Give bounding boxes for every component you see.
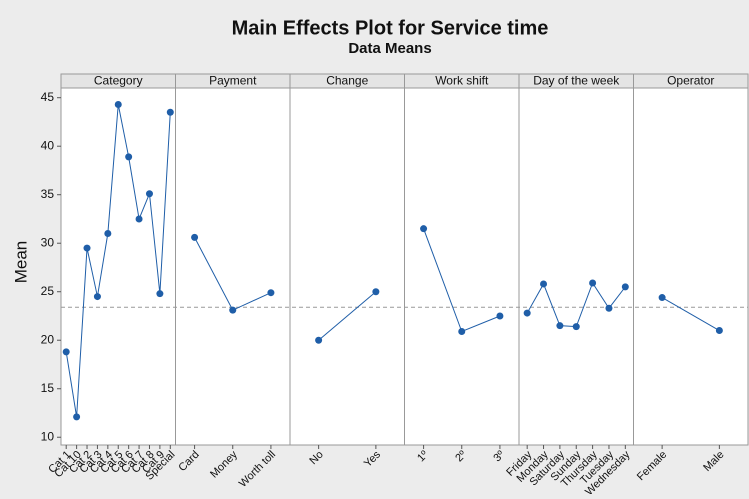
chart-subtitle: Data Means <box>348 40 431 57</box>
data-point <box>191 233 199 241</box>
data-point <box>589 279 597 287</box>
data-point <box>621 283 629 291</box>
panel-title: Payment <box>209 74 257 88</box>
data-point <box>315 336 323 344</box>
y-tick-label: 45 <box>41 90 55 104</box>
data-point <box>556 322 564 330</box>
data-point <box>496 312 504 320</box>
data-point <box>93 293 101 301</box>
x-tick-label: Money <box>208 448 240 480</box>
y-tick-label: 30 <box>41 235 55 249</box>
data-point <box>372 288 380 296</box>
data-point <box>135 215 143 223</box>
x-tick-label: No <box>307 449 325 467</box>
data-point <box>229 306 237 314</box>
data-point <box>605 304 613 312</box>
x-tick-label: Card <box>176 449 201 474</box>
effect-line <box>318 291 377 341</box>
x-tick-label: Female <box>635 449 669 483</box>
y-tick-label: 25 <box>41 284 55 298</box>
data-point <box>420 225 428 233</box>
panel-title: Category <box>94 74 143 88</box>
x-tick-label: 1º <box>415 449 431 465</box>
data-point <box>572 323 580 331</box>
x-tick-label: 3º <box>491 449 507 465</box>
panel-title: Change <box>326 74 368 88</box>
x-tick-label: 2º <box>453 449 469 465</box>
data-point <box>715 327 723 335</box>
x-tick-label: Yes <box>362 448 384 470</box>
data-point <box>540 280 548 288</box>
panel-title: Operator <box>667 74 714 88</box>
data-point <box>125 153 133 161</box>
data-point <box>267 289 275 297</box>
data-point <box>73 413 81 421</box>
data-point <box>83 244 91 252</box>
data-point <box>145 190 153 198</box>
y-tick-label: 20 <box>41 332 55 346</box>
data-point <box>62 348 70 356</box>
y-tick-label: 10 <box>41 429 55 443</box>
x-tick-label: Worth toll <box>237 449 278 490</box>
panel-title: Day of the week <box>533 74 620 88</box>
panel-title: Work shift <box>435 74 489 88</box>
data-point <box>114 100 122 108</box>
x-tick-label: Male <box>701 449 726 474</box>
y-tick-label: 15 <box>41 381 55 395</box>
data-point <box>458 327 466 335</box>
data-point <box>658 294 666 302</box>
data-point <box>104 230 112 238</box>
y-tick-label: 40 <box>41 138 55 152</box>
effect-line <box>661 297 720 331</box>
data-point <box>166 108 174 116</box>
chart-title: Main Effects Plot for Service time <box>232 17 549 39</box>
data-point <box>156 290 164 298</box>
y-axis-label: Mean <box>11 241 30 284</box>
data-point <box>523 309 531 317</box>
y-tick-label: 35 <box>41 187 55 201</box>
